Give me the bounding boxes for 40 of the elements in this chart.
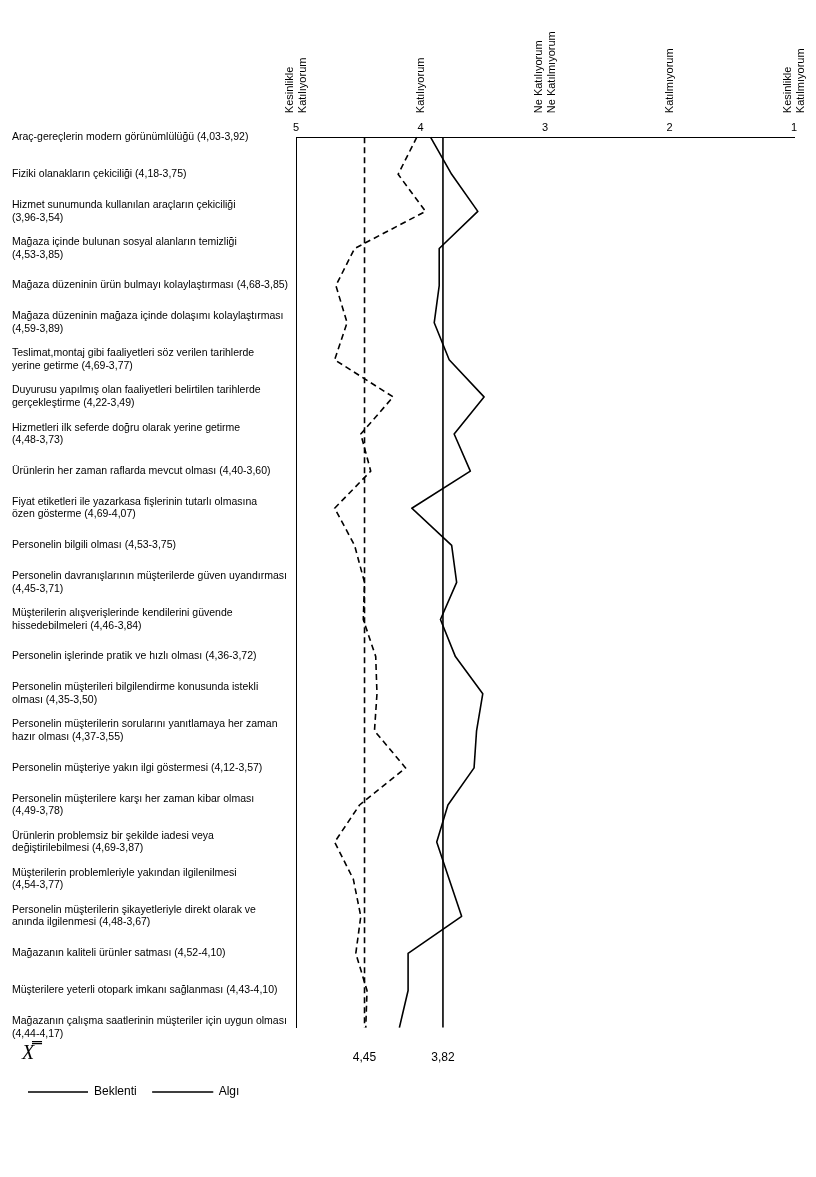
y-tick-label: Mağazanın kaliteli ürünler satması (4,52-4,10) [12, 946, 226, 959]
y-tick-label: Ürünlerin her zaman raflarda mevcut olması (4,40-3,60) [12, 463, 271, 476]
y-tick-label: Personelin müşterilere karşı her zaman kibar olması (4,49-3,78) [12, 791, 255, 817]
y-tick-label: Duyurusu yapılmış olan faaliyetleri belirtilen tarihlerde gerçekleştirme (4,22-3,49) [12, 383, 261, 409]
y-tick-label: Personelin müşterilerin sorularını yanıtlamaya her zaman hazır olması (4,37-3,55) [12, 717, 278, 742]
y-tick-label: Personelin müşteriye yakın ilgi göstermesi (4,12-3,57) [12, 760, 263, 773]
y-tick-label: Personelin işlerinde pratik ve hızlı olması (4,36-3,72) [12, 649, 257, 662]
x-tick-label: 5 [292, 120, 300, 133]
y-tick-label: Fiyat etiketleri ile yazarkasa fişlerinin tutarlı olmasına özen gösterme (4,69-4,07) [12, 494, 258, 520]
y-tick-label: Mağaza düzeninin ürün bulmayı kolaylaştırması (4,68-3,85) [12, 278, 289, 291]
legend-label: Algı [218, 1084, 240, 1099]
text: Ne Katılıyorum Ne Katılmıyorum [531, 31, 557, 114]
y-tick-label: Personelin müşterileri bilgilendirme konusunda istekli olması (4,35-3,50) [12, 680, 259, 705]
y-tick-label: Müşterilerin problemleriyle yakından ilgilenilmesi (4,54-3,77) [12, 865, 237, 891]
y-tick-label: Hizmet sunumunda kullanılan araçların çekiciliği (3,96-3,54) [12, 197, 236, 223]
y-tick-label: Araç-gereçlerin modern görünümlülüğü (4,03-3,92) [12, 130, 249, 143]
y-tick-label: Teslimat,montaj gibi faaliyetleri söz verilen tarihlerde yerine getirme (4,69-3,77) [12, 346, 255, 371]
y-tick-label: Müşterilerin alışverişlerinde kendilerini güvende hissedebilmeleri (4,46-3,84) [12, 606, 233, 631]
text: X̿ [21, 1040, 43, 1063]
ref-line-label: 3,82 [431, 1049, 455, 1064]
y-tick-label: Personelin müşterilerin şikayetleriyle direkt olarak ve anında ilgilenmesi (4,48-3,67) [12, 902, 257, 928]
x-tick-label: 1 [790, 120, 798, 133]
ref-line-label: 4,45 [352, 1049, 377, 1064]
y-tick-label: Müşterilere yeterli otopark imkanı sağlanması (4,43-4,10) [12, 983, 278, 996]
y-tick-label: Ürünlerin problemsiz bir şekilde iadesi veya değiştirilebilmesi (4,69-3,87) [12, 828, 215, 854]
y-tick-label: Mağazanın çalışma saatlerinin müşteriler için uygun olması (4,44-4,17) [12, 1014, 287, 1039]
text: Kesinlikle Katılmıyorum [780, 48, 806, 114]
x-tick-label: 2 [666, 120, 673, 133]
y-tick-label: Personelin davranışlarının müşterilerde güven uyandırması (4,45-3,71) [12, 568, 287, 594]
x-tick-label: 4 [417, 120, 424, 133]
text: Katılmıyorum [662, 48, 675, 114]
y-tick-label: Personelin bilgili olması (4,53-3,75) [12, 538, 176, 551]
text: Katılıyorum [413, 57, 426, 114]
y-tick-label: Hizmetleri ilk seferde doğru olarak yerine getirme (4,48-3,73) [12, 420, 241, 446]
y-tick-label: Mağaza düzeninin mağaza içinde dolaşımı kolaylaştırması (4,59-3,89) [12, 309, 284, 334]
y-tick-label: Fiziki olanakların çekiciliği (4,18-3,75) [12, 167, 187, 180]
y-tick-label: Mağaza içinde bulunan sosyal alanların temizliği (4,53-3,85) [12, 235, 237, 260]
x-tick-label: 3 [541, 120, 549, 133]
legend-label: Beklenti [94, 1084, 137, 1099]
text: Kesinlikle Katılıyorum [282, 57, 308, 114]
